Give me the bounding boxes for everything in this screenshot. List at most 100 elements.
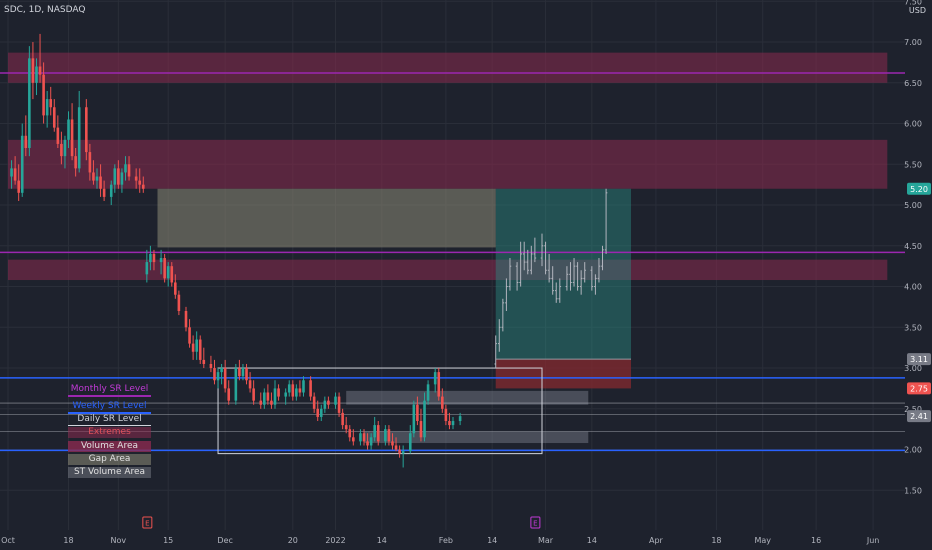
candle-body (134, 176, 138, 181)
candle-body (188, 327, 191, 344)
candle-body (334, 396, 337, 405)
candle-body (202, 359, 206, 364)
candle-body (394, 445, 398, 450)
earnings-marker-label: E (145, 520, 149, 528)
x-tick-label: 14 (587, 536, 597, 545)
candle-body (316, 408, 320, 417)
candle-body (341, 412, 344, 426)
extreme-zone (8, 52, 888, 83)
y-tick-label: 3.50 (904, 323, 922, 332)
candle-body (35, 66, 38, 83)
candle-body (149, 253, 152, 263)
x-tick-label: 14 (487, 536, 497, 545)
candle-body (159, 258, 163, 263)
candle-body (412, 404, 416, 434)
candle-body (67, 119, 70, 140)
consolidation-box (217, 367, 543, 455)
candle-body (352, 437, 355, 442)
legend-item-weekly: Weekly SR Level (68, 401, 151, 414)
candle-body (74, 156, 77, 169)
candle-body (77, 107, 81, 169)
candle-body (248, 380, 252, 389)
price-label-bg (907, 382, 931, 395)
y-tick-label: 6.00 (904, 120, 922, 129)
y-tick-label: 3.00 (904, 364, 922, 373)
candle-body (127, 164, 131, 177)
candle-body (17, 180, 20, 193)
candle-body (198, 339, 202, 360)
legend-item-volume: Volume Area (68, 441, 151, 452)
candle-body (191, 343, 195, 352)
candle-body (85, 107, 88, 153)
earnings-marker-label: E (533, 520, 537, 528)
candle-body (238, 368, 241, 377)
candle-body (245, 368, 248, 381)
legend-item-daily: Daily SR Level (68, 414, 151, 426)
legend-item-st: ST Volume Area (68, 467, 151, 478)
y-tick-label: 4.00 (904, 283, 922, 292)
candle-body (70, 119, 74, 157)
candle-body (42, 74, 45, 116)
x-tick-label: Mar (538, 536, 554, 545)
candle-body (109, 184, 113, 197)
candle-body (209, 363, 213, 369)
candle-body (213, 368, 216, 381)
candle-body (113, 168, 117, 185)
symbol-info: SDC, 1D, NASDAQ (4, 5, 86, 15)
candle-body (348, 429, 352, 438)
y-tick-label: 6.50 (904, 79, 922, 88)
candle-body (408, 433, 412, 452)
volume-area (364, 431, 589, 444)
x-tick-label: Dec (217, 536, 232, 545)
extreme-zone (8, 259, 888, 281)
candle-body (433, 372, 437, 385)
x-tick-label: 16 (811, 536, 821, 545)
x-tick-label: Apr (649, 536, 664, 545)
candle-body (448, 421, 451, 426)
legend-item-extremes: Extremes (68, 427, 151, 438)
candle-body (28, 58, 31, 148)
x-tick-label: 2022 (325, 536, 345, 545)
candle-body (52, 107, 56, 128)
y-tick-label: 5.00 (904, 201, 922, 210)
candle-body (327, 400, 330, 405)
candle-body (401, 451, 405, 454)
y-tick-label: 5.50 (904, 160, 922, 169)
long-position-profit (495, 188, 631, 360)
price-label: 2.75 (910, 384, 928, 393)
candle-body (141, 184, 145, 189)
candle-body (95, 176, 99, 181)
candle-body (419, 421, 423, 438)
candle-body (384, 429, 387, 442)
candle-body (99, 176, 102, 189)
legend-item-gap: Gap Area (68, 454, 151, 465)
price-label-bg (907, 410, 931, 423)
price-label-bg (907, 353, 931, 366)
volume-area (346, 390, 589, 405)
candle-body (277, 388, 280, 397)
earnings-marker (530, 516, 541, 529)
candle-body (56, 127, 60, 144)
price-label: 5.20 (910, 185, 928, 194)
candle-body (376, 425, 380, 442)
x-tick-label: 18 (63, 536, 73, 545)
price-label: 2.41 (910, 412, 928, 421)
x-tick-label: 15 (163, 536, 173, 545)
candle-body (441, 396, 444, 409)
candle-body (120, 172, 124, 185)
candle-body (366, 441, 369, 446)
candle-body (166, 266, 170, 279)
candle-body (344, 425, 348, 430)
candle-body (241, 368, 245, 377)
candle-body (266, 392, 270, 401)
candle-body (319, 408, 323, 417)
candle-body (323, 400, 327, 409)
candle-body (88, 152, 92, 173)
candle-body (252, 388, 255, 401)
candle-body (102, 188, 106, 197)
y-tick-label: 1.50 (904, 486, 922, 495)
candle-body (437, 372, 441, 397)
x-tick-label: May (754, 536, 771, 545)
gap-area (157, 188, 496, 248)
